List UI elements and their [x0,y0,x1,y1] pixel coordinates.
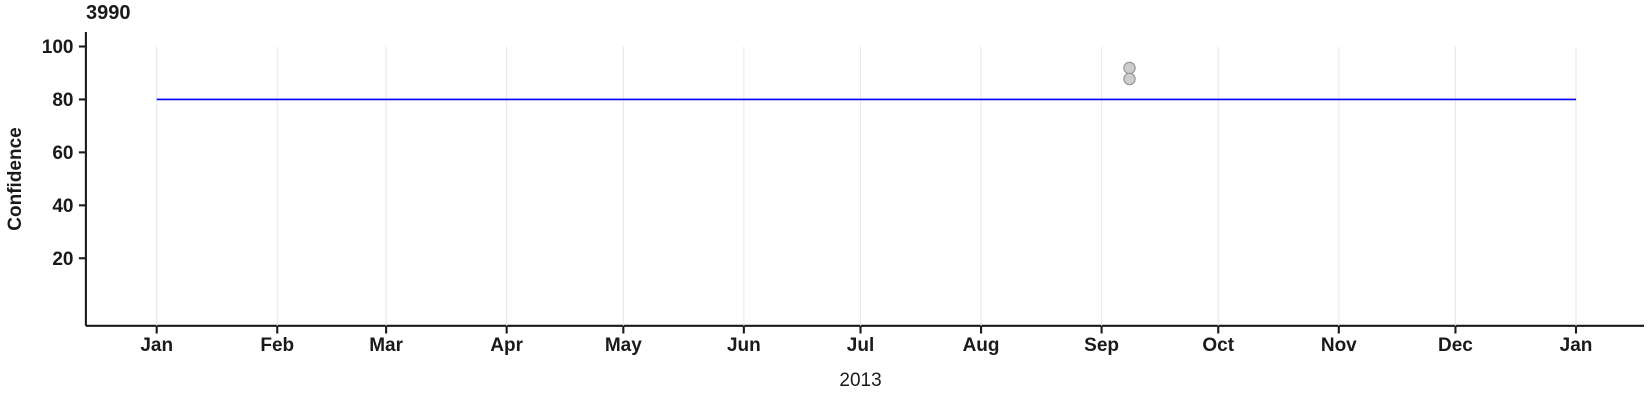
svg-text:Apr: Apr [490,335,523,356]
svg-text:80: 80 [52,90,73,111]
svg-text:Jul: Jul [847,335,874,356]
svg-text:Aug: Aug [963,335,1000,356]
svg-text:Jun: Jun [727,335,761,356]
svg-text:Oct: Oct [1202,335,1234,356]
svg-text:May: May [605,335,642,356]
svg-text:Nov: Nov [1321,335,1357,356]
svg-text:3990: 3990 [86,2,131,24]
svg-text:40: 40 [52,196,73,217]
svg-text:Sep: Sep [1084,335,1119,356]
svg-text:Confidence: Confidence [5,127,26,230]
svg-text:Mar: Mar [369,335,403,356]
svg-text:Jan: Jan [140,335,173,356]
svg-text:Dec: Dec [1438,335,1473,356]
svg-text:2013: 2013 [839,370,881,391]
svg-text:Jan: Jan [1560,335,1593,356]
svg-text:100: 100 [42,37,74,58]
svg-text:60: 60 [52,143,73,164]
svg-text:20: 20 [52,249,73,270]
svg-text:Feb: Feb [260,335,294,356]
